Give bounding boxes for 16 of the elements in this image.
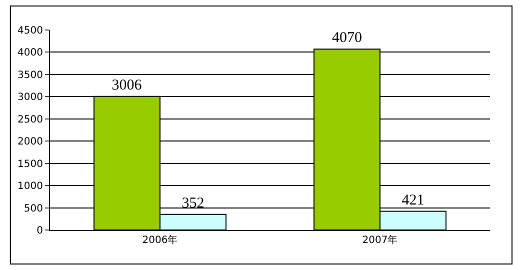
y-tick-label: 3500 — [18, 70, 43, 81]
data-label: 3006 — [112, 77, 142, 94]
y-tick-label: 3000 — [18, 92, 43, 104]
y-tick-label: 0 — [36, 226, 43, 236]
y-tick-label: 1500 — [18, 158, 43, 170]
y-tick-label: 500 — [24, 203, 43, 214]
x-tick-label: 2007年 — [362, 234, 398, 246]
y-tick-label: 4500 — [18, 26, 43, 36]
data-label: 421 — [402, 192, 424, 208]
y-tick-label: 2500 — [18, 114, 43, 126]
y-tick-label: 2000 — [18, 136, 43, 148]
y-tick-label: 1000 — [18, 181, 43, 192]
data-label: 4070 — [332, 30, 362, 46]
x-tick-label: 2006年 — [142, 234, 178, 246]
data-label: 352 — [182, 195, 204, 212]
y-tick-label: 4000 — [18, 48, 43, 59]
